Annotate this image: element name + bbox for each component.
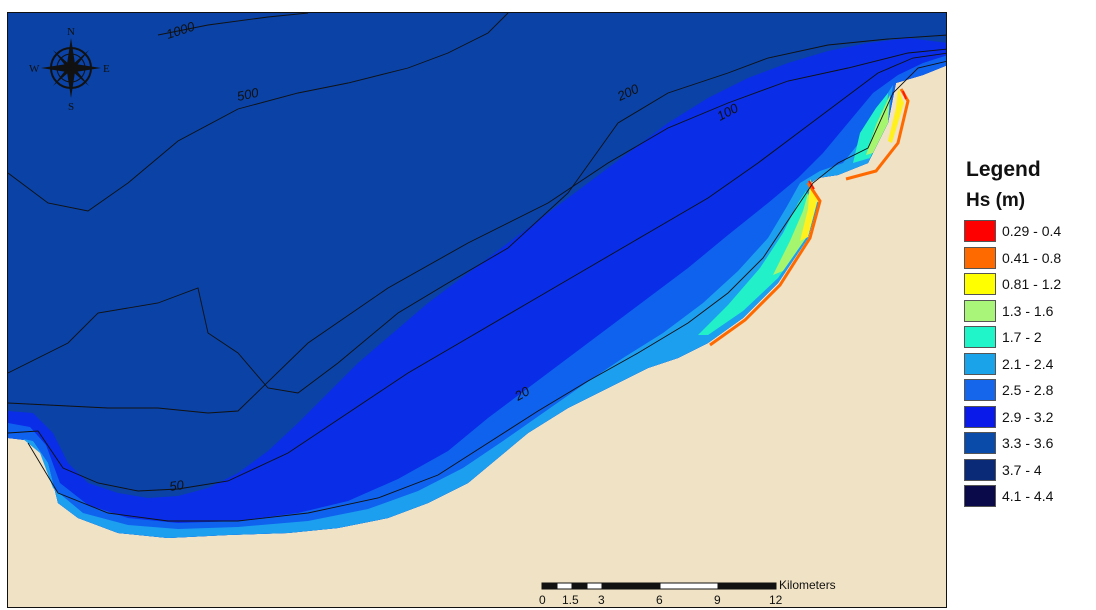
contour-label-20: 20 bbox=[511, 383, 533, 404]
bathymetry-contours bbox=[8, 13, 946, 522]
contour-line-200 bbox=[8, 34, 946, 394]
legend-swatch bbox=[964, 379, 996, 402]
legend-subtitle: Hs (m) bbox=[966, 190, 1026, 211]
contour-line-1000 bbox=[157, 13, 309, 36]
legend-label: 2.5 - 2.8 bbox=[1002, 382, 1054, 399]
scale-unit: Kilometers bbox=[779, 578, 836, 592]
contour-label-50: 50 bbox=[168, 477, 185, 494]
legend-label: 4.1 - 4.4 bbox=[1002, 488, 1054, 505]
contour-line-50 bbox=[8, 52, 946, 492]
legend: Legend Hs (m) 0.29 - 0.4 0.41 - 0.8 0.81… bbox=[964, 158, 1094, 510]
legend-label: 0.41 - 0.8 bbox=[1002, 249, 1062, 266]
legend-label: 3.7 - 4 bbox=[1002, 461, 1042, 478]
wave-band-2-1-2-4 bbox=[23, 85, 893, 538]
legend-swatch bbox=[964, 326, 996, 349]
scale-segment-1 bbox=[541, 582, 558, 590]
legend-swatch bbox=[964, 246, 996, 269]
scale-segment-5 bbox=[601, 582, 661, 590]
legend-item: 0.81 - 1.2 bbox=[964, 271, 1094, 298]
scale-segment-4 bbox=[586, 582, 603, 590]
scale-segment-2 bbox=[556, 582, 573, 590]
legend-swatch bbox=[964, 458, 996, 481]
legend-item: 3.7 - 4 bbox=[964, 457, 1094, 484]
legend-items: 0.29 - 0.4 0.41 - 0.8 0.81 - 1.2 1.3 - 1… bbox=[964, 218, 1094, 510]
legend-label: 2.9 - 3.2 bbox=[1002, 408, 1054, 425]
scale-segment-3 bbox=[571, 582, 588, 590]
legend-label: 1.7 - 2 bbox=[1002, 329, 1042, 346]
scale-tick-0: 0 bbox=[539, 593, 546, 607]
scale-segment-6 bbox=[659, 582, 719, 590]
compass-s: S bbox=[68, 101, 74, 113]
contour-label-500: 500 bbox=[236, 85, 261, 104]
scale-segment-7 bbox=[717, 582, 777, 590]
legend-title: Legend bbox=[966, 158, 1041, 181]
map-frame[interactable]: 1000 500 200 100 50 20 N S E W bbox=[7, 12, 947, 608]
legend-swatch bbox=[964, 405, 996, 428]
compass-w: W bbox=[29, 63, 40, 75]
compass-rose-icon: N S E W bbox=[29, 26, 110, 113]
legend-item: 1.3 - 1.6 bbox=[964, 298, 1094, 325]
compass-n: N bbox=[67, 26, 75, 38]
legend-swatch bbox=[964, 220, 996, 243]
legend-item: 4.1 - 4.4 bbox=[964, 483, 1094, 510]
legend-item: 2.9 - 3.2 bbox=[964, 404, 1094, 431]
legend-item: 2.1 - 2.4 bbox=[964, 351, 1094, 378]
legend-item: 3.3 - 3.6 bbox=[964, 430, 1094, 457]
scale-tick-12: 12 bbox=[769, 593, 783, 607]
legend-item: 0.41 - 0.8 bbox=[964, 245, 1094, 272]
legend-swatch bbox=[964, 432, 996, 455]
legend-label: 1.3 - 1.6 bbox=[1002, 302, 1054, 319]
compass-e: E bbox=[103, 63, 110, 75]
scale-tick-9: 9 bbox=[714, 593, 721, 607]
legend-swatch bbox=[964, 485, 996, 508]
scale-tick-3: 3 bbox=[598, 593, 605, 607]
wave-band-1-7-2 bbox=[698, 93, 888, 335]
legend-label: 0.81 - 1.2 bbox=[1002, 276, 1062, 293]
legend-item: 1.7 - 2 bbox=[964, 324, 1094, 351]
contour-line-20 bbox=[27, 61, 946, 522]
scale-tick-1-5: 1.5 bbox=[562, 593, 579, 607]
legend-label: 2.1 - 2.4 bbox=[1002, 355, 1054, 372]
wave-band-1-3-1-6 bbox=[773, 95, 890, 275]
contour-line-100 bbox=[8, 48, 946, 414]
wave-height-map[interactable]: 1000 500 200 100 50 20 N S E W bbox=[8, 13, 947, 608]
legend-swatch bbox=[964, 273, 996, 296]
legend-item: 0.29 - 0.4 bbox=[964, 218, 1094, 245]
legend-swatch bbox=[964, 352, 996, 375]
scale-tick-6: 6 bbox=[656, 593, 663, 607]
contour-line-500 bbox=[8, 13, 509, 212]
legend-label: 3.3 - 3.6 bbox=[1002, 435, 1054, 452]
legend-swatch bbox=[964, 299, 996, 322]
wave-band-2-9-3-2 bbox=[8, 38, 946, 538]
legend-item: 2.5 - 2.8 bbox=[964, 377, 1094, 404]
scale-bar: Kilometers 0 1.5 3 6 9 12 bbox=[539, 578, 836, 607]
legend-label: 0.29 - 0.4 bbox=[1002, 223, 1062, 240]
wave-band-0-81-1-2 bbox=[800, 88, 904, 241]
